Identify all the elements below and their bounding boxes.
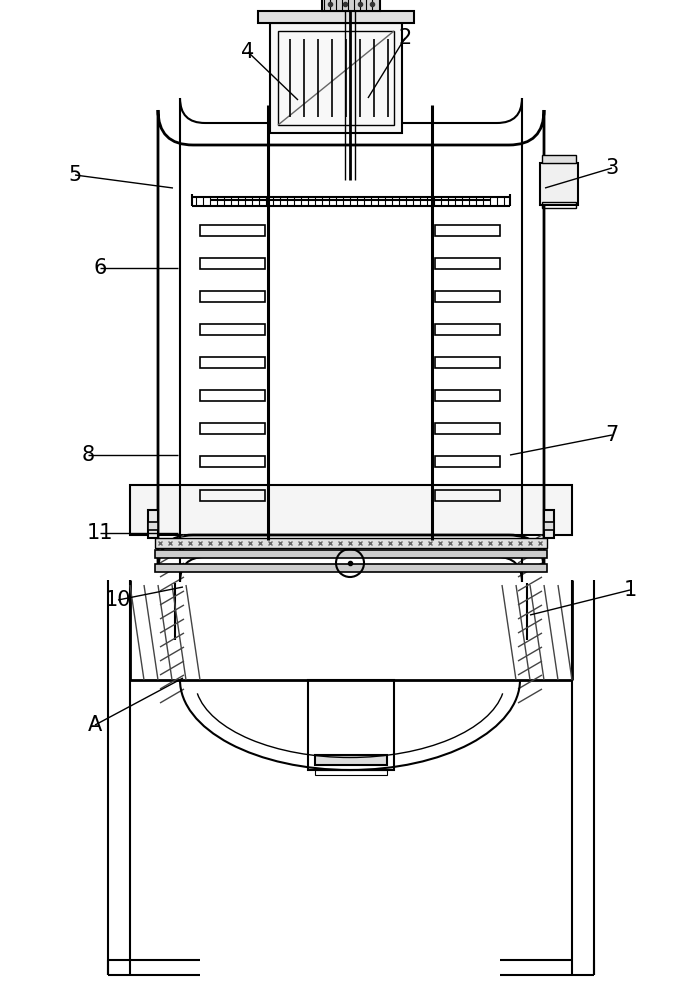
Text: 7: 7 bbox=[606, 425, 619, 445]
Bar bbox=[278, 31, 394, 125]
Bar bbox=[155, 564, 547, 572]
Bar bbox=[544, 522, 554, 530]
Bar bbox=[542, 202, 576, 208]
Bar bbox=[200, 291, 265, 302]
Bar bbox=[322, 0, 380, 11]
Bar bbox=[200, 225, 265, 236]
Text: 3: 3 bbox=[606, 158, 619, 178]
Text: 5: 5 bbox=[69, 165, 82, 185]
Bar bbox=[200, 357, 265, 368]
Bar bbox=[435, 490, 500, 501]
Text: 2: 2 bbox=[398, 28, 412, 48]
Bar bbox=[200, 423, 265, 434]
Bar bbox=[435, 357, 500, 368]
Bar bbox=[540, 163, 578, 205]
Text: A: A bbox=[88, 715, 102, 735]
Text: 6: 6 bbox=[93, 258, 106, 278]
Bar bbox=[200, 324, 265, 335]
Bar bbox=[200, 390, 265, 401]
Bar bbox=[200, 258, 265, 269]
Bar bbox=[148, 522, 158, 530]
Text: 1: 1 bbox=[624, 580, 636, 600]
Bar bbox=[258, 11, 414, 23]
Bar bbox=[435, 390, 500, 401]
Bar bbox=[435, 324, 500, 335]
Bar bbox=[308, 680, 394, 770]
Bar bbox=[315, 770, 387, 775]
Bar bbox=[435, 291, 500, 302]
Bar bbox=[435, 456, 500, 467]
Text: 10: 10 bbox=[105, 590, 132, 610]
Bar bbox=[148, 510, 158, 538]
Bar bbox=[270, 23, 402, 133]
Bar bbox=[130, 485, 572, 535]
Bar bbox=[155, 538, 547, 548]
Bar bbox=[435, 225, 500, 236]
Bar bbox=[435, 423, 500, 434]
Bar bbox=[200, 456, 265, 467]
Text: 11: 11 bbox=[87, 523, 113, 543]
Bar bbox=[544, 510, 554, 538]
Text: 8: 8 bbox=[81, 445, 94, 465]
Bar bbox=[435, 258, 500, 269]
Text: 4: 4 bbox=[241, 42, 255, 62]
Bar bbox=[315, 755, 387, 765]
Bar bbox=[155, 550, 547, 558]
Bar bbox=[542, 155, 576, 163]
Bar bbox=[200, 490, 265, 501]
